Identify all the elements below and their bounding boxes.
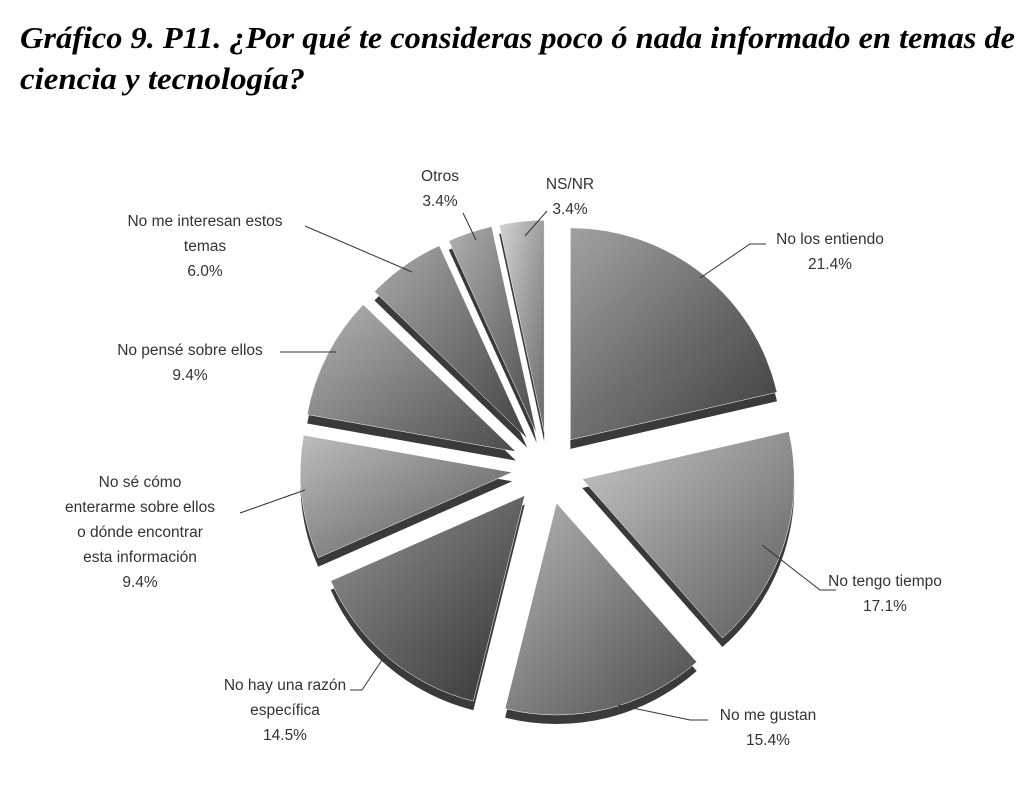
slice-value-label: 15.4%: [746, 732, 790, 749]
slice-label: específica: [250, 702, 320, 719]
slice-value-label: 3.4%: [552, 201, 588, 218]
pie-slice: [581, 431, 795, 639]
slice-label: No me gustan: [720, 707, 817, 724]
slice-label: enterarme sobre ellos: [65, 499, 215, 516]
slice-label: No me interesan estos: [127, 213, 282, 230]
slice-label: No hay una razón: [224, 677, 346, 694]
leader-line: [462, 212, 477, 241]
slice-value-label: 21.4%: [808, 256, 852, 273]
slice-label: temas: [184, 238, 226, 255]
slice-value-label: 6.0%: [187, 263, 223, 280]
pie-slice: [498, 219, 545, 433]
slice-label: No pensé sobre ellos: [117, 342, 263, 359]
slice-label: Otros: [421, 168, 459, 185]
leader-line: [617, 704, 708, 721]
leader-line: [524, 210, 548, 237]
leader-line: [761, 544, 836, 591]
slice-label: No sé cómo: [99, 474, 182, 491]
leader-line: [304, 225, 413, 273]
leader-line: [239, 489, 306, 514]
leader-line: [350, 659, 383, 691]
slice-value-label: 9.4%: [122, 574, 158, 591]
slice-value-label: 9.4%: [172, 367, 208, 384]
slice-label: NS/NR: [546, 176, 594, 193]
pie-slice: [448, 226, 537, 434]
pie-slice: [330, 495, 526, 702]
slice-label: o dónde encontrar: [77, 524, 203, 541]
chart-title-line-2: ciencia y tecnología?: [20, 61, 305, 96]
pie-slice: [306, 304, 517, 453]
slice-value-label: 3.4%: [422, 193, 458, 210]
pie-slice: [300, 434, 514, 559]
slice-label: No tengo tiempo: [828, 573, 942, 590]
pie-slice: [374, 245, 528, 439]
leader-line: [699, 243, 766, 279]
slice-value-label: 17.1%: [863, 598, 907, 615]
slice-label: esta información: [83, 549, 197, 566]
chart-title-line-1: Gráfico 9. P11. ¿Por qué te consideras p…: [20, 20, 1015, 55]
slice-value-label: 14.5%: [263, 727, 307, 744]
slice-label: No los entiendo: [776, 231, 884, 248]
pie-slice: [570, 227, 778, 441]
pie-slice: [504, 502, 698, 716]
